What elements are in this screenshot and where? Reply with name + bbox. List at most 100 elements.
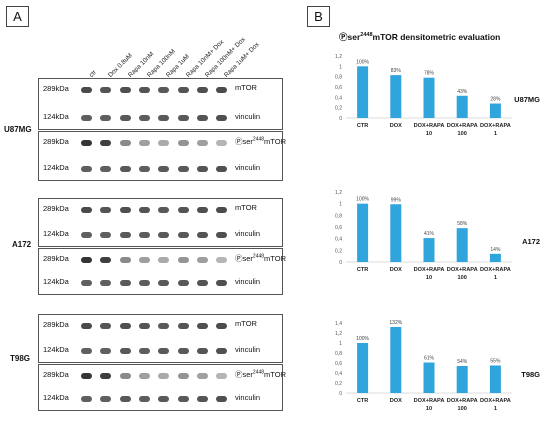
band	[196, 166, 208, 172]
y-tick-label: 0	[339, 116, 342, 122]
band	[216, 166, 228, 172]
panel-label-a: A	[6, 6, 29, 27]
band	[119, 373, 131, 379]
band	[100, 396, 112, 402]
kda-label-289: 289kDa	[43, 370, 69, 379]
category-label: DOX	[390, 267, 402, 273]
y-tick-label: 0,4	[335, 95, 342, 101]
band	[119, 87, 131, 93]
y-tick-label: 0	[339, 260, 342, 266]
kda-label-124: 124kDa	[43, 112, 69, 121]
band	[196, 232, 208, 238]
band	[196, 348, 208, 354]
blot-mtor: 289kDa 124kDa mTOR vinculin	[38, 314, 283, 363]
category-label: 1	[494, 406, 497, 412]
protein-label-phospho-mtor: Ⓟser2448mTOR	[235, 136, 286, 147]
band	[100, 348, 112, 354]
band	[158, 348, 170, 354]
band	[138, 232, 150, 238]
bar	[423, 362, 435, 393]
band	[81, 115, 92, 121]
category-label: DOX+RAPA	[447, 398, 478, 404]
y-tick-label: 0,6	[335, 361, 342, 367]
phospho-sup: 2448	[252, 369, 265, 376]
band	[177, 166, 189, 172]
chart-t98g: 0 0,2 0,4 0,6 0,8 1 1,2 1,4 100% CTR 132% DOX 61% DOX…	[335, 320, 540, 412]
data-label: 83%	[391, 68, 402, 74]
category-label: CTR	[357, 267, 369, 273]
band	[177, 207, 189, 213]
band	[119, 232, 131, 238]
band	[119, 348, 131, 354]
band	[216, 257, 228, 263]
phospho-sup: 2448	[252, 136, 265, 143]
phospho-prefix: Ⓟser	[235, 137, 253, 146]
data-label: 54%	[457, 359, 468, 365]
band	[100, 257, 112, 263]
band	[196, 207, 208, 213]
y-tick-label: 0,6	[335, 225, 342, 231]
band	[119, 115, 131, 121]
chart-a172: 0 0,2 0,4 0,6 0,8 1 1,2 100% CTR 99% DOX 41% DOX+RAP…	[335, 190, 540, 281]
band-strip	[77, 322, 232, 331]
bar	[390, 204, 402, 262]
category-label: 10	[426, 406, 432, 412]
y-tick-label: 0,8	[335, 351, 342, 357]
bar	[357, 343, 369, 393]
y-tick-label: 0,8	[335, 213, 342, 219]
category-label: 10	[426, 131, 432, 137]
chart-title-sup: 2448	[360, 32, 373, 39]
data-label: 78%	[424, 71, 435, 77]
band	[158, 323, 170, 329]
band	[216, 87, 228, 93]
kda-label-124: 124kDa	[43, 229, 69, 238]
y-tick-label: 0,2	[335, 248, 342, 254]
phospho-suffix: mTOR	[264, 137, 286, 146]
kda-label-289: 289kDa	[43, 204, 69, 213]
band	[196, 140, 208, 146]
y-tick-label: 0,4	[335, 371, 342, 377]
bar	[423, 77, 435, 118]
band	[177, 323, 189, 329]
band	[138, 207, 150, 213]
band	[158, 87, 170, 93]
data-label: 99%	[391, 197, 402, 203]
band	[158, 140, 170, 146]
panel-label-b: B	[307, 6, 330, 27]
band	[158, 373, 170, 379]
band	[138, 115, 150, 121]
band	[81, 140, 92, 146]
band	[196, 87, 208, 93]
category-label: CTR	[357, 398, 369, 404]
band	[100, 207, 112, 213]
category-label: 1	[494, 275, 497, 281]
category-label: DOX+RAPA	[480, 123, 511, 129]
bar	[456, 228, 468, 262]
category-label: 10	[426, 275, 432, 281]
y-tick-label: 0,2	[335, 106, 342, 112]
band-strip	[77, 279, 232, 288]
band	[216, 348, 228, 354]
data-label: 43%	[457, 89, 468, 95]
data-label: 61%	[424, 356, 435, 362]
band	[81, 323, 92, 329]
band	[196, 280, 208, 286]
band	[158, 257, 170, 263]
band	[100, 115, 112, 121]
band	[196, 115, 208, 121]
y-tick-label: 1,2	[335, 190, 342, 196]
cell-line-label-t98g: T98G	[10, 354, 31, 363]
band	[100, 373, 112, 379]
band-strip	[77, 114, 232, 123]
bar	[390, 327, 402, 393]
band	[100, 166, 112, 172]
band	[138, 166, 150, 172]
band	[216, 396, 228, 402]
band	[177, 87, 189, 93]
band	[216, 280, 228, 286]
bar	[489, 103, 501, 118]
band	[138, 257, 150, 263]
band	[138, 348, 150, 354]
category-label: DOX+RAPA	[447, 123, 478, 129]
